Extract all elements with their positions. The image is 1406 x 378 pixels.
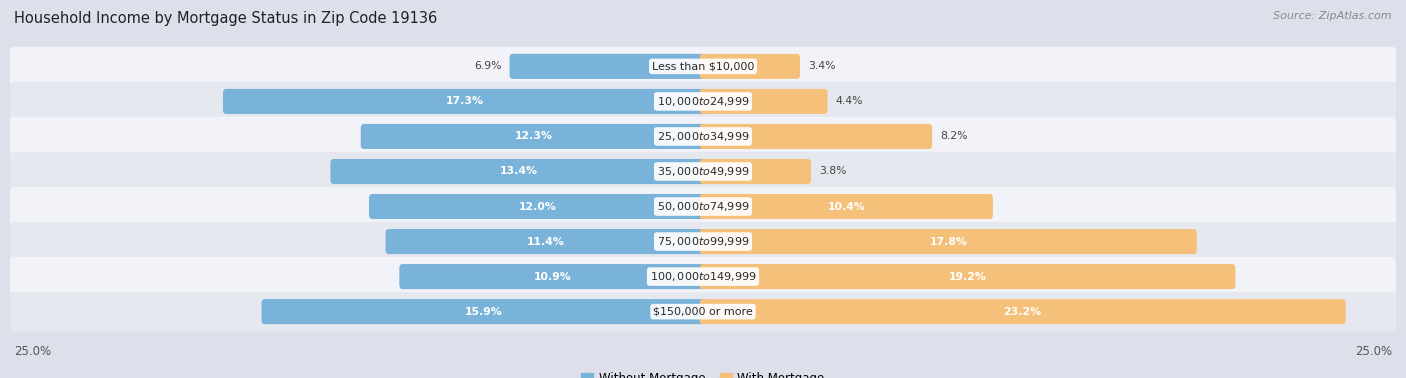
FancyBboxPatch shape [361,124,706,149]
FancyBboxPatch shape [368,194,706,219]
FancyBboxPatch shape [399,264,706,289]
FancyBboxPatch shape [700,299,1346,324]
Text: 12.3%: 12.3% [515,132,553,141]
FancyBboxPatch shape [262,299,706,324]
Text: 4.4%: 4.4% [835,96,863,107]
FancyBboxPatch shape [700,89,828,114]
Text: 25.0%: 25.0% [1355,345,1392,358]
Text: $100,000 to $149,999: $100,000 to $149,999 [650,270,756,283]
FancyBboxPatch shape [10,47,1396,86]
FancyBboxPatch shape [385,229,706,254]
Text: $10,000 to $24,999: $10,000 to $24,999 [657,95,749,108]
FancyBboxPatch shape [700,54,800,79]
Text: 17.3%: 17.3% [446,96,484,107]
FancyBboxPatch shape [10,292,1396,331]
FancyBboxPatch shape [700,159,811,184]
FancyBboxPatch shape [10,152,1396,191]
FancyBboxPatch shape [509,54,706,79]
Text: Household Income by Mortgage Status in Zip Code 19136: Household Income by Mortgage Status in Z… [14,11,437,26]
Text: 13.4%: 13.4% [499,166,537,177]
Text: 25.0%: 25.0% [14,345,51,358]
Legend: Without Mortgage, With Mortgage: Without Mortgage, With Mortgage [576,367,830,378]
FancyBboxPatch shape [700,264,1236,289]
FancyBboxPatch shape [700,124,932,149]
Text: $25,000 to $34,999: $25,000 to $34,999 [657,130,749,143]
FancyBboxPatch shape [10,82,1396,121]
Text: $50,000 to $74,999: $50,000 to $74,999 [657,200,749,213]
Text: 3.8%: 3.8% [818,166,846,177]
Text: 23.2%: 23.2% [1004,307,1042,317]
FancyBboxPatch shape [10,257,1396,296]
FancyBboxPatch shape [10,187,1396,226]
Text: 8.2%: 8.2% [941,132,967,141]
FancyBboxPatch shape [700,229,1197,254]
Text: 17.8%: 17.8% [929,237,967,246]
Text: Source: ZipAtlas.com: Source: ZipAtlas.com [1274,11,1392,21]
FancyBboxPatch shape [700,194,993,219]
Text: 10.4%: 10.4% [827,201,865,212]
Text: 12.0%: 12.0% [519,201,557,212]
Text: Less than $10,000: Less than $10,000 [652,61,754,71]
Text: $150,000 or more: $150,000 or more [654,307,752,317]
Text: 10.9%: 10.9% [534,271,572,282]
Text: $35,000 to $49,999: $35,000 to $49,999 [657,165,749,178]
Text: 19.2%: 19.2% [949,271,987,282]
Text: 15.9%: 15.9% [465,307,503,317]
Text: 6.9%: 6.9% [474,61,502,71]
FancyBboxPatch shape [224,89,706,114]
FancyBboxPatch shape [10,117,1396,156]
Text: 3.4%: 3.4% [807,61,835,71]
Text: 11.4%: 11.4% [527,237,565,246]
Text: $75,000 to $99,999: $75,000 to $99,999 [657,235,749,248]
FancyBboxPatch shape [330,159,706,184]
FancyBboxPatch shape [10,222,1396,261]
